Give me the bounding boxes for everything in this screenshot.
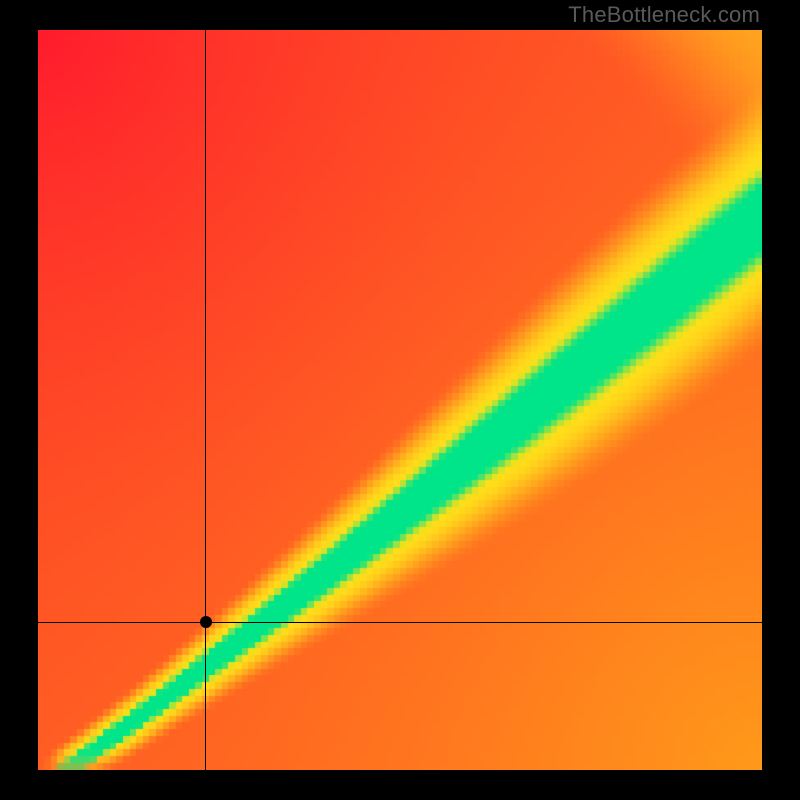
- chart-frame: TheBottleneck.com: [0, 0, 800, 800]
- plot-area: [38, 30, 762, 770]
- crosshair-vertical: [205, 30, 206, 770]
- crosshair-horizontal: [38, 622, 762, 623]
- heatmap-canvas: [38, 30, 762, 770]
- watermark-text: TheBottleneck.com: [568, 2, 760, 28]
- crosshair-dot: [200, 616, 212, 628]
